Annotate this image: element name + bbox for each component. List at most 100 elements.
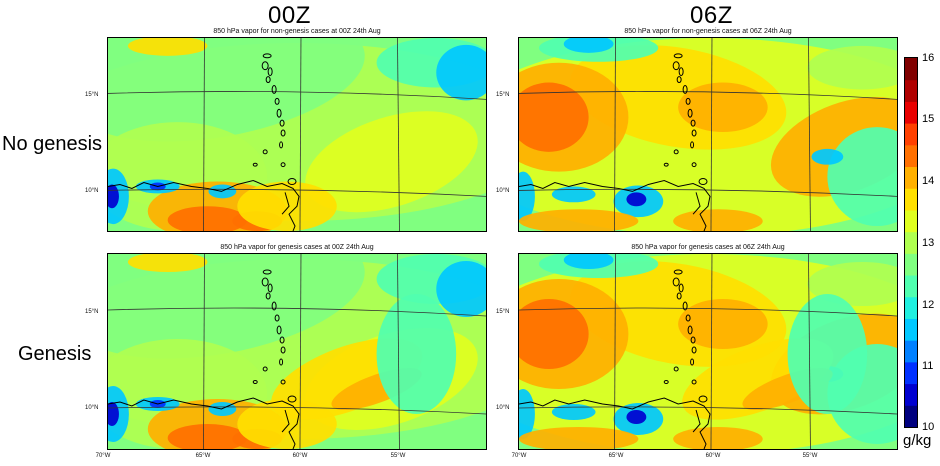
colorbar-tick-16: 16	[922, 52, 935, 64]
vapor-contour-region	[563, 254, 614, 269]
island-outline	[287, 178, 297, 185]
colorbar-tick-13: 13	[922, 237, 935, 249]
lat-label-15n: 15°N	[496, 92, 510, 98]
graticule	[108, 254, 486, 449]
island-outline	[672, 277, 680, 287]
vapor-map	[107, 253, 487, 450]
vapor-contour-region	[436, 44, 486, 101]
island-outline	[287, 395, 297, 403]
map-panel-genesis-00z: 850 hPa vapor for genesis cases at 00Z 2…	[107, 244, 487, 450]
lon-label-65w: 65°W	[195, 453, 211, 459]
island-outline	[279, 358, 284, 366]
colorbar-tick-14: 14	[922, 175, 935, 187]
island-outline	[673, 53, 683, 59]
colorbar-tick-15: 15	[922, 113, 935, 125]
lon-label-55w: 55°W	[390, 453, 406, 459]
island-outline	[274, 314, 280, 322]
vapor-contour-region	[563, 38, 614, 53]
island-outline	[687, 325, 693, 335]
colorbar-segment	[905, 405, 917, 427]
vapor-contour-region	[827, 127, 897, 227]
colorbar-tick-11: 11	[922, 360, 934, 372]
island-outline	[663, 162, 669, 167]
lat-label-10n: 10°N	[496, 188, 510, 194]
lon-label-55w: 55°W	[802, 453, 818, 459]
island-outline	[691, 379, 697, 385]
graticule	[519, 38, 897, 231]
island-outline	[261, 277, 269, 287]
panel-title: 850 hPa vapor for non-genesis cases at 0…	[213, 28, 381, 35]
island-outline	[687, 108, 693, 118]
colorbar-segment	[905, 296, 917, 319]
island-outline	[252, 380, 258, 384]
lat-label-15n: 15°N	[85, 92, 99, 98]
graticule	[519, 254, 897, 449]
coastline	[108, 269, 300, 449]
colorbar-segment	[905, 188, 917, 211]
colorbar-segment	[905, 101, 917, 124]
lon-label-70w: 70°W	[95, 453, 111, 459]
vapor-map	[107, 37, 487, 232]
column-header-00z: 00Z	[268, 2, 311, 29]
lon-label-60w: 60°W	[705, 453, 721, 459]
island-outline	[279, 141, 284, 149]
colorbar-segment	[905, 318, 917, 341]
vapor-contour-region	[436, 261, 486, 317]
island-outline	[673, 149, 679, 155]
coastline	[108, 53, 300, 231]
panel-title: 850 hPa vapor for non-genesis cases at 0…	[624, 28, 792, 35]
island-outline	[276, 325, 282, 335]
island-outline	[280, 129, 286, 137]
island-outline	[673, 366, 679, 372]
colorbar-segment	[905, 166, 917, 189]
vapor-contour-region	[551, 186, 596, 203]
colorbar-segment	[905, 361, 917, 385]
colorbar	[904, 57, 918, 428]
island-outline	[691, 129, 697, 137]
island-outline	[691, 346, 697, 354]
island-outline	[682, 85, 688, 94]
island-outline	[262, 149, 268, 155]
row-header-genesis: Genesis	[18, 343, 92, 365]
island-outline	[262, 53, 272, 59]
colorbar-segment	[905, 383, 917, 406]
colorbar-unit-label: g/kg	[903, 432, 932, 449]
vapor-contour-region	[626, 410, 647, 424]
lon-label-65w: 65°W	[608, 453, 624, 459]
vapor-contour-region	[673, 209, 763, 231]
island-outline	[261, 61, 269, 71]
island-outline	[262, 269, 272, 275]
vapor-contour-region	[519, 427, 639, 449]
vapor-contour-region	[811, 148, 844, 165]
island-outline	[673, 269, 683, 275]
graticule	[108, 38, 486, 231]
vapor-contour-region	[673, 427, 763, 449]
island-outline	[280, 162, 286, 168]
island-outline	[690, 336, 696, 344]
vapor-contour-region	[551, 404, 596, 420]
column-header-06z: 06Z	[690, 2, 733, 29]
vapor-contour-region	[519, 209, 639, 231]
vapor-map	[518, 253, 898, 450]
map-panel-genesis-06z: 850 hPa vapor for genesis cases at 06Z 2…	[518, 244, 898, 450]
vapor-contour-region	[305, 111, 478, 213]
island-outline	[267, 67, 273, 77]
vapor-contour-region	[678, 299, 768, 349]
island-outline	[685, 314, 691, 322]
lat-label-10n: 10°N	[496, 405, 510, 411]
island-outline	[280, 379, 286, 385]
vapor-contour-region	[519, 82, 589, 152]
island-outline	[276, 108, 282, 118]
island-outline	[690, 119, 696, 127]
lon-label-70w: 70°W	[511, 453, 527, 459]
island-outline	[280, 346, 286, 354]
vapor-contour-region	[167, 424, 248, 449]
vapor-contour-region	[237, 181, 337, 231]
colorbar-segment	[905, 58, 917, 81]
lat-label-10n: 10°N	[85, 405, 99, 411]
island-outline	[698, 178, 708, 185]
panel-title: 850 hPa vapor for genesis cases at 06Z 2…	[631, 244, 785, 251]
vapor-map	[518, 37, 898, 232]
island-outline	[672, 61, 680, 71]
island-outline	[279, 336, 285, 344]
